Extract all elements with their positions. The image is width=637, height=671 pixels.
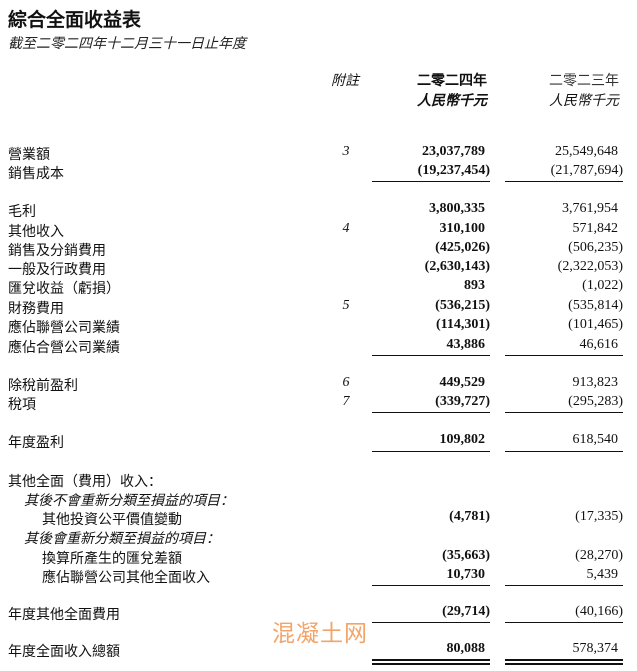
value-2023: (40,166) (575, 604, 623, 619)
row-label: 一般及行政費用 (8, 262, 106, 278)
value-2024: (4,781) (449, 509, 490, 524)
row-label: 其他全面（費用）收入： (8, 474, 162, 490)
value-2024: 893 (464, 278, 485, 293)
row-note: 6 (342, 375, 350, 390)
value-2024: 80,088 (446, 641, 486, 656)
row-label: 毛利 (8, 204, 36, 220)
value-2024: 109,802 (439, 432, 486, 447)
value-2023: (1,022) (582, 278, 623, 293)
value-2024: (339,727) (435, 394, 490, 409)
value-2024: (35,663) (442, 548, 490, 563)
underline (372, 659, 490, 661)
statement-period: 截至二零二四年十二月三十一日止年度 (8, 36, 246, 52)
row-label: 財務費用 (8, 301, 64, 317)
value-2023: (21,787,694) (550, 163, 623, 178)
row-label: 除稅前盈利 (8, 378, 78, 394)
underline (505, 451, 623, 452)
value-2024: (536,215) (435, 298, 490, 313)
row-label: 銷售及分銷費用 (8, 243, 106, 259)
row-label: 稅項 (8, 397, 36, 413)
value-2023: 5,439 (586, 567, 619, 582)
header-year-2024: 二零二四年 (417, 73, 487, 89)
value-2024: 449,529 (439, 375, 486, 390)
watermark: 混凝土网 (272, 621, 368, 647)
value-2023: 3,761,954 (562, 201, 618, 216)
row-note: 7 (342, 394, 350, 409)
underline (505, 181, 623, 182)
value-2023: (101,465) (568, 317, 623, 332)
underline (505, 355, 623, 356)
value-2023: 46,616 (579, 337, 619, 352)
header-note: 附註 (331, 73, 359, 89)
row-label: 換算所產生的匯兌差額 (42, 551, 182, 567)
header-unit-2023: 人民幣千元 (549, 93, 619, 109)
underline (372, 181, 490, 182)
row-label: 匯兌收益（虧損） (8, 281, 120, 297)
value-2024: (114,301) (435, 317, 490, 332)
row-label: 其後不會重新分類至損益的項目： (24, 493, 234, 509)
value-2023: (535,814) (568, 298, 623, 313)
value-2024: 310,100 (439, 221, 486, 236)
underline (372, 412, 490, 413)
value-2023: 913,823 (572, 375, 619, 390)
value-2024: 10,730 (446, 567, 486, 582)
value-2023: (28,270) (575, 548, 623, 563)
row-label: 年度全面收入總額 (8, 644, 120, 660)
row-label: 年度其他全面費用 (8, 607, 120, 623)
value-2024: (29,714) (442, 604, 490, 619)
value-2023: (506,235) (568, 240, 623, 255)
row-label: 其他收入 (8, 224, 64, 240)
value-2023: (2,322,053) (557, 259, 623, 274)
value-2024: (425,026) (435, 240, 490, 255)
value-2024: 43,886 (446, 337, 486, 352)
underline (372, 585, 490, 586)
row-label: 應佔聯營公司業績 (8, 320, 120, 336)
value-2024: 23,037,789 (422, 144, 485, 159)
row-label: 年度盈利 (8, 435, 64, 451)
underline (505, 659, 623, 661)
row-note: 5 (342, 298, 350, 313)
underline (505, 585, 623, 586)
value-2023: 578,374 (572, 641, 619, 656)
underline (505, 663, 623, 665)
header-unit-2024: 人民幣千元 (417, 93, 487, 109)
value-2023: 618,540 (572, 432, 619, 447)
underline (372, 451, 490, 452)
row-label: 營業額 (8, 147, 50, 163)
row-label: 銷售成本 (8, 166, 64, 182)
header-year-2023: 二零二三年 (549, 73, 619, 89)
row-label: 其後會重新分類至損益的項目： (24, 531, 220, 547)
underline (372, 622, 490, 623)
row-note: 4 (342, 221, 350, 236)
underline (372, 663, 490, 665)
value-2023: (295,283) (568, 394, 623, 409)
value-2023: 25,549,648 (555, 144, 618, 159)
value-2024: (2,630,143) (424, 259, 490, 274)
underline (505, 412, 623, 413)
value-2024: 3,800,335 (429, 201, 485, 216)
underline (505, 622, 623, 623)
value-2023: 571,842 (572, 221, 619, 236)
row-label: 應佔聯營公司其他全面收入 (42, 570, 210, 586)
value-2024: (19,237,454) (417, 163, 490, 178)
row-label: 應佔合營公司業績 (8, 340, 120, 356)
row-note: 3 (342, 144, 350, 159)
row-label: 其他投資公平價值變動 (42, 512, 182, 528)
statement-title: 綜合全面收益表 (8, 9, 142, 31)
underline (372, 355, 490, 356)
value-2023: (17,335) (575, 509, 623, 524)
